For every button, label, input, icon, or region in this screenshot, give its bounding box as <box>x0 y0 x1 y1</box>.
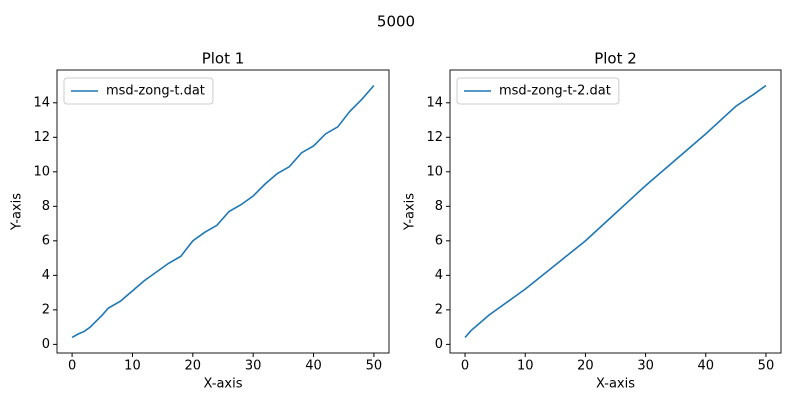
x-tick-label: 40 <box>697 359 714 374</box>
y-axis-label: Y-axis <box>10 193 25 231</box>
legend-box <box>63 77 214 105</box>
y-tick-label: 4 <box>42 268 50 283</box>
y-tick-label: 12 <box>426 130 443 145</box>
y-tick-label: 2 <box>42 302 50 317</box>
y-tick-label: 6 <box>435 233 443 248</box>
axes-frame <box>449 69 782 354</box>
y-tick-label: 4 <box>435 268 443 283</box>
x-axis-label: X-axis <box>204 377 243 392</box>
x-tick-label: 0 <box>461 359 469 374</box>
data-line <box>71 85 375 339</box>
x-tick-label: 10 <box>124 359 141 374</box>
x-tick-label: 50 <box>366 359 383 374</box>
y-tick-label: 0 <box>435 337 443 352</box>
data-line <box>464 84 767 338</box>
x-tick-label: 10 <box>517 359 534 374</box>
x-tick-label: 50 <box>758 359 775 374</box>
axes-title: Plot 2 <box>594 50 637 68</box>
y-tick-label: 10 <box>33 164 50 179</box>
x-tick-label: 30 <box>637 359 654 374</box>
y-tick-label: 8 <box>42 199 50 214</box>
axes-title: Plot 1 <box>202 50 245 68</box>
legend-box <box>456 77 620 105</box>
y-tick-label: 2 <box>435 302 443 317</box>
x-tick-label: 0 <box>68 359 76 374</box>
y-tick-label: 12 <box>33 130 50 145</box>
axes-frame <box>56 69 390 354</box>
y-tick-label: 8 <box>435 199 443 214</box>
figure-title: 5000 <box>377 13 415 31</box>
y-tick-label: 14 <box>426 95 443 110</box>
legend-label: msd-zong-t.dat <box>106 84 205 99</box>
x-tick-label: 20 <box>185 359 202 374</box>
legend-label: msd-zong-t-2.dat <box>499 84 611 99</box>
x-tick-label: 40 <box>305 359 322 374</box>
x-axis-label: X-axis <box>596 377 635 392</box>
y-tick-label: 10 <box>426 164 443 179</box>
x-tick-label: 20 <box>577 359 594 374</box>
y-tick-label: 14 <box>33 95 50 110</box>
y-tick-label: 6 <box>42 233 50 248</box>
y-axis-label: Y-axis <box>403 193 418 231</box>
y-tick-label: 0 <box>42 337 50 352</box>
x-tick-label: 30 <box>245 359 262 374</box>
